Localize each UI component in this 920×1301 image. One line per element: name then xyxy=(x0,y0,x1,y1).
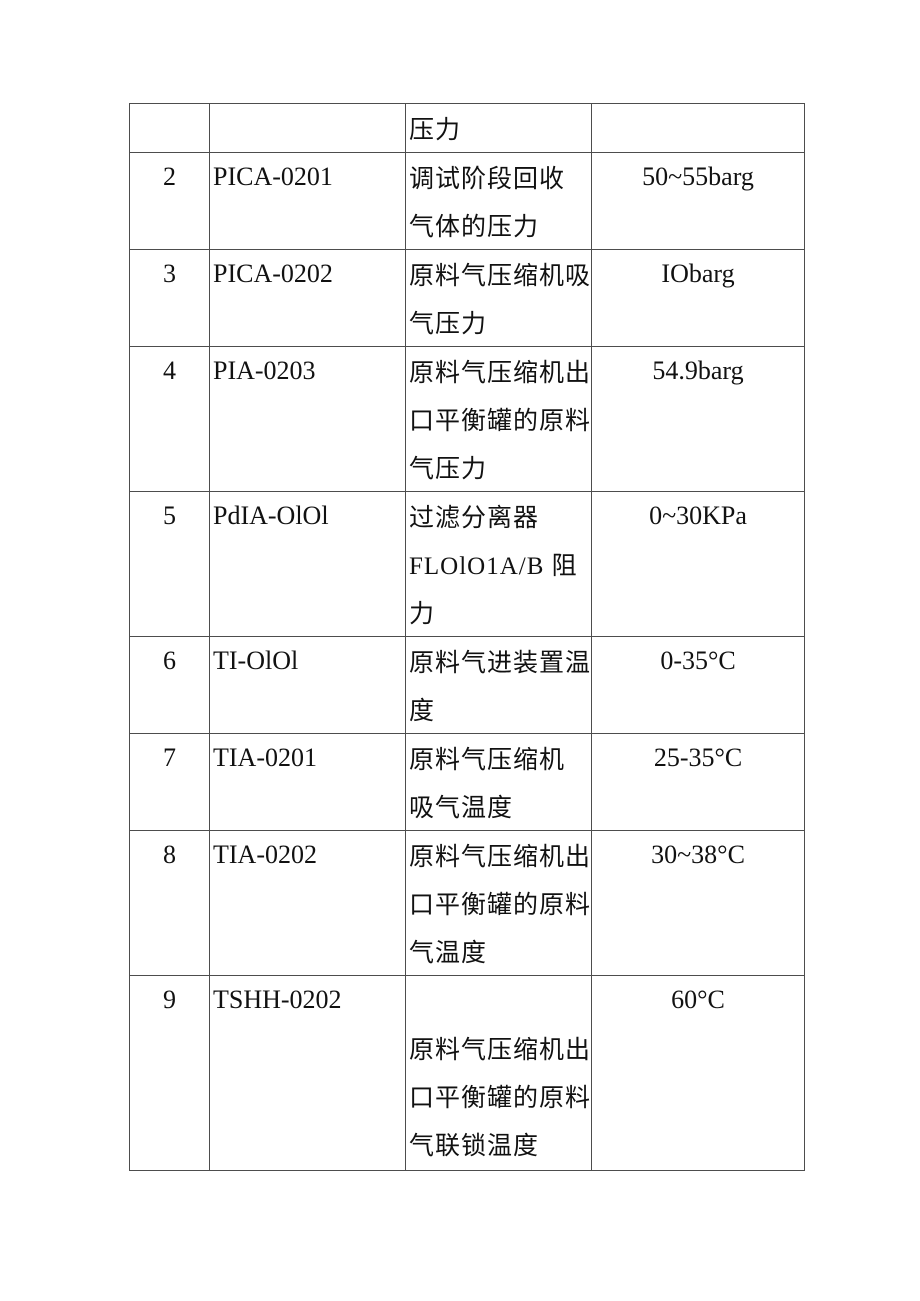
description-cell: 调试阶段回收 气体的压力 xyxy=(404,152,593,250)
description-line: 口平衡罐的原料 xyxy=(409,408,592,435)
description-line: 调试阶段回收 xyxy=(409,166,566,193)
description-line: FLOlO1A/B 阻 xyxy=(409,553,578,580)
value-cell: 54.9barg xyxy=(591,346,806,492)
value-label: 30~38°C xyxy=(651,840,745,869)
table-row: 压力 xyxy=(129,103,806,153)
instrument-table: 压力 2 PICA-0201 调试阶段回收 气体的压力 50~55barg 3 … xyxy=(129,103,806,1171)
value-cell: IObarg xyxy=(591,249,806,347)
value-label: 0~30KPa xyxy=(649,501,747,530)
row-number-cell: 6 xyxy=(129,636,210,734)
row-number: 6 xyxy=(163,646,176,675)
tag-label: TIA-0201 xyxy=(213,743,317,772)
value-cell: 50~55barg xyxy=(591,152,806,250)
tag-cell: PIA-0203 xyxy=(209,346,406,492)
tag-label: PICA-0202 xyxy=(213,259,333,288)
description-cell: 原料气压缩机吸 气压力 xyxy=(404,249,593,347)
description-cell: 过滤分离器 FLOlO1A/B 阻 力 xyxy=(404,491,593,637)
description-line: 原料气进装置温 xyxy=(409,650,592,677)
tag-cell: TIA-0201 xyxy=(209,733,406,831)
row-number xyxy=(131,105,209,152)
description-cell: 原料气压缩机出 口平衡罐的原料 气压力 xyxy=(404,346,593,492)
value-cell: 0~30KPa xyxy=(591,491,806,637)
value-label: 25-35°C xyxy=(653,743,743,772)
tag-cell: PICA-0201 xyxy=(209,152,406,250)
tag-cell: TSHH-0202 xyxy=(209,975,406,1171)
description-line: 压力 xyxy=(409,117,462,144)
value-cell: 0-35°C xyxy=(591,636,806,734)
description-line: 原料气压缩机出 xyxy=(409,844,592,871)
tag-cell xyxy=(209,103,406,153)
value-cell xyxy=(591,103,806,153)
tag-label: PIA-0203 xyxy=(213,356,316,385)
row-number-cell: 3 xyxy=(129,249,210,347)
description-line: 气压力 xyxy=(409,456,488,483)
description-line: 原料气压缩机出 xyxy=(409,360,592,387)
value-label: 60°C xyxy=(671,985,725,1014)
value-label xyxy=(593,105,804,152)
description-line: 度 xyxy=(409,698,436,725)
description-cell: 原料气压缩机出 口平衡罐的原料 气温度 xyxy=(404,830,593,976)
row-number-cell: 2 xyxy=(129,152,210,250)
description-line: 原料气压缩机 xyxy=(409,747,566,774)
description-line: 力 xyxy=(409,601,436,628)
row-number: 8 xyxy=(163,840,176,869)
value-label: 0-35°C xyxy=(660,646,736,675)
value-label: IObarg xyxy=(661,259,735,288)
row-number: 7 xyxy=(163,743,176,772)
table-row: 7 TIA-0201 原料气压缩机 吸气温度 25-35°C xyxy=(129,733,806,831)
description-cell: 原料气进装置温 度 xyxy=(404,636,593,734)
row-number-cell xyxy=(129,103,210,153)
tag-label: TSHH-0202 xyxy=(213,985,342,1014)
description-line: 口平衡罐的原料 xyxy=(409,1085,592,1112)
description-cell: 原料气压缩机出 口平衡罐的原料 气联锁温度 xyxy=(404,975,593,1171)
value-label: 50~55barg xyxy=(642,162,754,191)
row-number-cell: 9 xyxy=(129,975,210,1171)
description-line: 气温度 xyxy=(409,940,488,967)
description-cell: 原料气压缩机 吸气温度 xyxy=(404,733,593,831)
description-line: 气体的压力 xyxy=(409,214,540,241)
value-label: 54.9barg xyxy=(652,356,744,385)
value-cell: 25-35°C xyxy=(591,733,806,831)
tag-label: PdIA-OlOl xyxy=(213,501,329,530)
tag-label: PICA-0201 xyxy=(213,162,333,191)
description-line: 原料气压缩机出 xyxy=(409,1037,592,1064)
value-cell: 60°C xyxy=(591,975,806,1171)
value-cell: 30~38°C xyxy=(591,830,806,976)
row-number: 2 xyxy=(163,162,176,191)
description-line xyxy=(407,977,591,1025)
table-row: 5 PdIA-OlOl 过滤分离器 FLOlO1A/B 阻 力 0~30KPa xyxy=(129,491,806,637)
description-line: 过滤分离器 xyxy=(409,505,540,532)
table-row: 9 TSHH-0202 原料气压缩机出 口平衡罐的原料 气联锁温度 60°C xyxy=(129,975,806,1171)
tag-cell: TIA-0202 xyxy=(209,830,406,976)
row-number-cell: 7 xyxy=(129,733,210,831)
table-row: 3 PICA-0202 原料气压缩机吸 气压力 IObarg xyxy=(129,249,806,347)
tag-cell: TI-OlOl xyxy=(209,636,406,734)
tag-cell: PICA-0202 xyxy=(209,249,406,347)
tag-label xyxy=(211,105,405,152)
row-number: 3 xyxy=(163,259,176,288)
table-row: 2 PICA-0201 调试阶段回收 气体的压力 50~55barg xyxy=(129,152,806,250)
table-row: 6 TI-OlOl 原料气进装置温 度 0-35°C xyxy=(129,636,806,734)
description-line: 气联锁温度 xyxy=(409,1133,540,1160)
description-cell: 压力 xyxy=(404,103,593,153)
tag-label: TI-OlOl xyxy=(213,646,299,675)
description-line: 口平衡罐的原料 xyxy=(409,892,592,919)
row-number-cell: 8 xyxy=(129,830,210,976)
row-number: 5 xyxy=(163,501,176,530)
table-row: 8 TIA-0202 原料气压缩机出 口平衡罐的原料 气温度 30~38°C xyxy=(129,830,806,976)
description-line: 气压力 xyxy=(409,311,488,338)
tag-cell: PdIA-OlOl xyxy=(209,491,406,637)
row-number-cell: 4 xyxy=(129,346,210,492)
tag-label: TIA-0202 xyxy=(213,840,317,869)
row-number: 4 xyxy=(163,356,176,385)
description-line: 原料气压缩机吸 xyxy=(409,263,592,290)
row-number-cell: 5 xyxy=(129,491,210,637)
row-number: 9 xyxy=(163,985,176,1014)
table-row: 4 PIA-0203 原料气压缩机出 口平衡罐的原料 气压力 54.9barg xyxy=(129,346,806,492)
description-line: 吸气温度 xyxy=(409,795,514,822)
